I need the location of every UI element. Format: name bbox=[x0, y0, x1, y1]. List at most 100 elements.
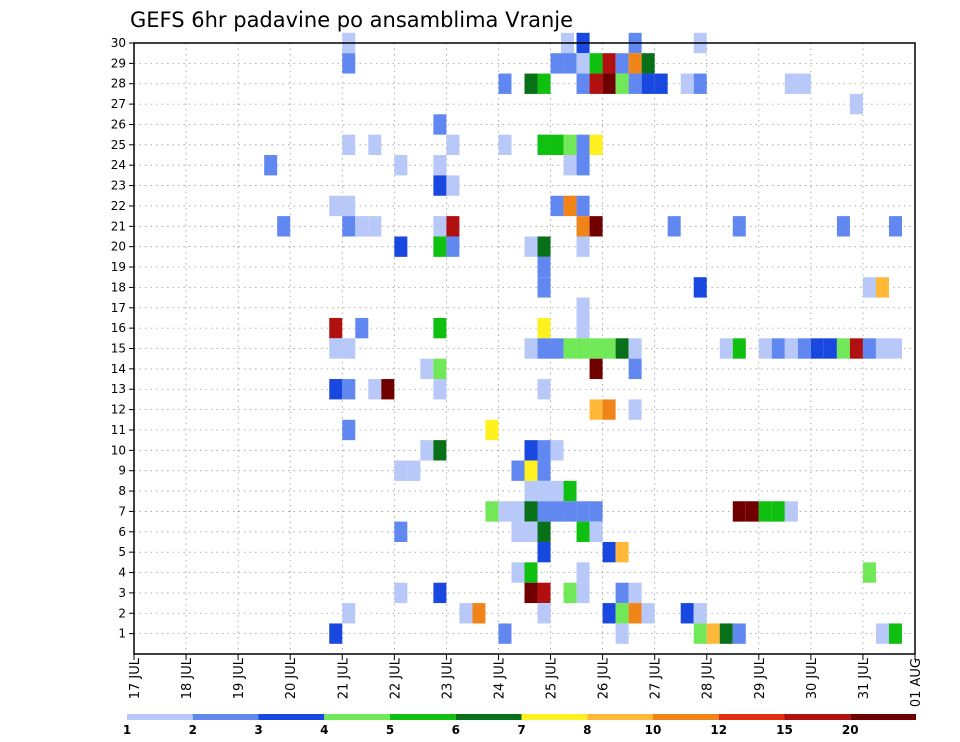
heatmap-cell bbox=[641, 53, 655, 74]
color-legend: 1 2 3 4 5 6 7 8 10 12 15 20 bbox=[123, 714, 916, 737]
heatmap-cell bbox=[784, 501, 798, 522]
heatmap-cell bbox=[524, 501, 538, 522]
heatmap-cell bbox=[576, 338, 590, 359]
heatmap-cell bbox=[576, 73, 590, 94]
heatmap-cell bbox=[563, 338, 577, 359]
heatmap-cell bbox=[524, 460, 538, 481]
heatmap-cell bbox=[602, 541, 616, 563]
heatmap-cell bbox=[875, 277, 889, 298]
heatmap-cell bbox=[368, 216, 382, 237]
heatmap-cell bbox=[680, 73, 694, 94]
heatmap-cell bbox=[537, 521, 551, 542]
heatmap-cell bbox=[394, 521, 408, 542]
heatmap-cell bbox=[732, 338, 746, 359]
heatmap-cell bbox=[537, 236, 551, 257]
heatmap-cell bbox=[524, 73, 538, 94]
y-tick-label: 20 bbox=[111, 240, 126, 254]
heatmap-cell bbox=[563, 582, 577, 604]
heatmap-cell bbox=[628, 358, 642, 380]
heatmap-cell bbox=[550, 338, 564, 359]
heatmap-cell bbox=[355, 216, 369, 237]
legend-label: 7 bbox=[517, 723, 525, 737]
heatmap-cell bbox=[524, 582, 538, 604]
heatmap-cell bbox=[563, 155, 577, 176]
heatmap-cell bbox=[537, 277, 551, 298]
legend-label: 6 bbox=[452, 723, 460, 737]
legend-label: 8 bbox=[583, 723, 591, 737]
heatmap-cell bbox=[589, 399, 603, 420]
heatmap-cell bbox=[615, 541, 629, 563]
heatmap-cell bbox=[875, 338, 889, 359]
heatmap-cell bbox=[602, 603, 616, 624]
heatmap-cell bbox=[550, 134, 564, 156]
heatmap-cell bbox=[537, 134, 551, 156]
heatmap-cell bbox=[784, 338, 798, 359]
heatmap-cell bbox=[446, 175, 460, 196]
y-tick-label: 17 bbox=[111, 301, 126, 315]
heatmap-cell bbox=[537, 379, 551, 400]
heatmap-cell bbox=[576, 155, 590, 176]
heatmap-cell bbox=[420, 358, 434, 380]
heatmap-cell bbox=[862, 277, 876, 298]
legend-swatch bbox=[455, 714, 522, 720]
heatmap-cell bbox=[589, 521, 603, 542]
heatmap-cell bbox=[524, 338, 538, 359]
heatmap-cell bbox=[823, 338, 837, 359]
heatmap-cell bbox=[589, 501, 603, 522]
y-tick-label: 3 bbox=[118, 586, 126, 600]
heatmap-cell bbox=[576, 297, 590, 318]
heatmap-cell bbox=[732, 623, 746, 644]
heatmap-cell bbox=[433, 175, 447, 196]
heatmap-cell bbox=[511, 521, 525, 542]
heatmap-cell bbox=[680, 603, 694, 624]
heatmap-cell bbox=[602, 73, 616, 94]
legend-swatch bbox=[587, 714, 653, 720]
heatmap-cell bbox=[329, 338, 343, 359]
heatmap-cell bbox=[667, 216, 681, 237]
heatmap-cell bbox=[394, 582, 408, 604]
heatmap-cell bbox=[797, 73, 811, 94]
legend-swatch bbox=[192, 714, 259, 720]
heatmap-cell bbox=[862, 338, 876, 359]
heatmap-cell bbox=[342, 338, 356, 359]
heatmap-cell bbox=[277, 216, 291, 237]
heatmap-cell bbox=[537, 603, 551, 624]
heatmap-cell bbox=[615, 338, 629, 359]
heatmap-cell bbox=[537, 501, 551, 522]
heatmap-cell bbox=[342, 603, 356, 624]
heatmap-cell bbox=[524, 480, 538, 502]
heatmap-cell bbox=[472, 603, 486, 624]
heatmap-cell bbox=[537, 256, 551, 278]
heatmap-cell bbox=[329, 379, 343, 400]
y-tick-label: 25 bbox=[111, 138, 126, 152]
heatmap-cell bbox=[511, 562, 525, 583]
heatmap-cell bbox=[875, 623, 889, 644]
heatmap-cell bbox=[368, 134, 382, 156]
y-tick-label: 30 bbox=[111, 36, 126, 50]
heatmap-cell bbox=[771, 338, 785, 359]
heatmap-cell bbox=[485, 419, 499, 441]
y-tick-label: 29 bbox=[111, 56, 126, 70]
heatmap-cell bbox=[615, 603, 629, 624]
heatmap-cell bbox=[589, 73, 603, 94]
x-tick-label: 25 JUL bbox=[545, 657, 560, 699]
x-tick-label: 18 JUL bbox=[180, 657, 195, 699]
x-tick-label: 21 JUL bbox=[336, 657, 351, 699]
y-tick-label: 11 bbox=[111, 423, 126, 437]
heatmap-cell bbox=[589, 53, 603, 74]
heatmap-cell bbox=[342, 379, 356, 400]
x-tick-label: 20 JUL bbox=[284, 657, 299, 699]
x-tick-label: 17 JUL bbox=[128, 657, 143, 699]
heatmap-cell bbox=[511, 460, 525, 481]
heatmap-cell bbox=[888, 216, 902, 237]
heatmap-cell bbox=[576, 317, 590, 339]
heatmap-cell bbox=[732, 216, 746, 237]
y-tick-label: 16 bbox=[111, 321, 126, 335]
heatmap-cell bbox=[758, 501, 772, 522]
heatmap-cell bbox=[615, 73, 629, 94]
x-tick-label: 22 JUL bbox=[388, 657, 403, 699]
heatmap-cell bbox=[849, 93, 863, 115]
heatmap-cell bbox=[615, 53, 629, 74]
heatmap-cell bbox=[433, 216, 447, 237]
